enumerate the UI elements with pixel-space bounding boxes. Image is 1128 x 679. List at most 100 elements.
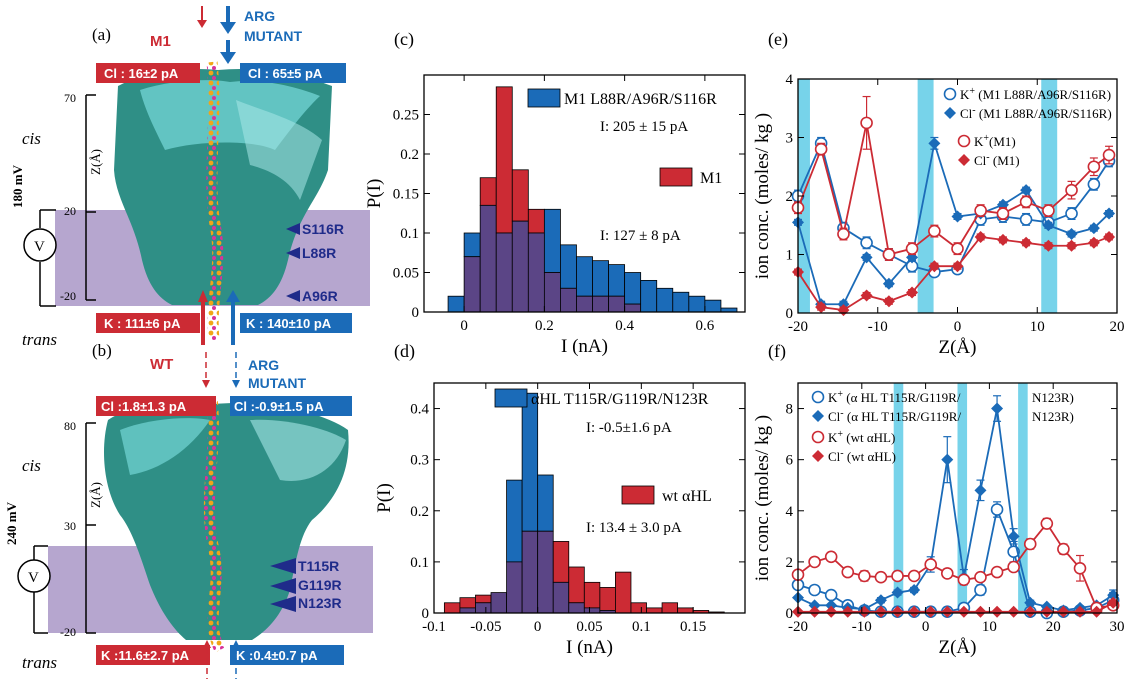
data-point [1102, 148, 1116, 162]
panel-letter: (e) [768, 29, 788, 50]
bar [479, 204, 497, 313]
x-tick-label: -0.1 [422, 619, 446, 635]
annotation: I: 205 ± 15 pA [600, 119, 688, 135]
chart-c: 0 0.2 0.4 0.6 0 0.05 0.1 0.15 0.2 0.25 I (nA) P(I) (… [364, 29, 746, 357]
x-axis-label: I (nA) [561, 336, 608, 357]
y-tick-label: 0 [786, 306, 794, 322]
chart-d: -0.1 -0.05 0 0.05 0.1 0.15 0 0.1 0.2 0.3 0.4 I (nA)… [374, 341, 746, 658]
data-point [1065, 183, 1078, 197]
data-point [1007, 560, 1020, 574]
x-tick-label: 20 [1046, 619, 1061, 635]
z-scale-bar [85, 422, 96, 634]
data-point [941, 605, 954, 618]
bar [521, 392, 539, 532]
data-point [860, 236, 873, 250]
bar [447, 295, 465, 313]
arrow-left-icon [286, 290, 300, 302]
data-point [1042, 239, 1055, 252]
cl-current-right-box [230, 396, 352, 416]
x-tick-label: 30 [1110, 619, 1125, 635]
x-tick-label: 0.2 [535, 318, 554, 334]
bar [592, 295, 609, 313]
x-tick-label: 0 [460, 318, 468, 334]
legend-swatch [621, 485, 655, 505]
bar [672, 291, 690, 313]
data-point [1087, 222, 1100, 235]
data-point [882, 295, 895, 308]
legend-system: (α HL T115R/G119R/ [843, 390, 961, 405]
data-point [1040, 605, 1053, 618]
cis-label: cis [22, 129, 41, 148]
panel-a-structure: (a) M1 ARG MUTANT 70 20 -2 [10, 6, 370, 349]
y-tick-label: 2 [786, 189, 794, 205]
legend-ion: Cl [828, 409, 841, 424]
data-point [990, 503, 1004, 516]
data-point [1024, 596, 1037, 609]
panel-a-title-left: M1 [150, 33, 171, 50]
y-tick-label: 0.25 [393, 108, 419, 124]
y-tick-label: 6 [786, 453, 794, 469]
bar [704, 299, 722, 313]
legend-system: (α HL T115R/G119R/ [844, 409, 962, 424]
legend-ion: Cl [974, 153, 987, 168]
legend-system: (M1 L88R/A96R/S116R) [976, 106, 1112, 121]
z-tick: -20 [60, 289, 76, 303]
data-point [1090, 605, 1103, 618]
bar [592, 260, 609, 297]
data-point [1087, 178, 1101, 191]
cl-current-left-box [96, 396, 216, 416]
y-tick-label: 0.2 [400, 147, 419, 163]
arrow-left-icon [270, 578, 296, 594]
data-point [860, 289, 873, 302]
x-tick-label: 20 [1110, 319, 1125, 335]
data-point [1107, 589, 1120, 602]
data-point [958, 154, 970, 166]
y-tick-label: 8 [786, 402, 794, 418]
legend-charge: - [840, 408, 843, 419]
legend-charge: - [840, 448, 843, 459]
legend-label: K+ (α HL T115R/G119R/ [828, 389, 961, 405]
panel-letter: (d) [394, 341, 415, 362]
data-point [974, 605, 987, 618]
data-point [1087, 236, 1100, 249]
data-point [990, 565, 1004, 579]
x-tick-label: 0 [922, 619, 930, 635]
data-point [874, 594, 887, 607]
legend-label: M1 [700, 170, 722, 187]
data-point [1024, 605, 1037, 618]
legend-swatch [659, 167, 693, 187]
residue-label: G119R [298, 577, 342, 593]
up-arrow-icon [198, 290, 208, 345]
data-point [957, 573, 971, 587]
cl-current-right: Cl : 65±5 pA [248, 66, 323, 81]
z-scale-bar [85, 94, 96, 301]
z-axis-label: Z(Å) [88, 482, 103, 508]
series-line [797, 506, 1114, 614]
legend-label: Cl- (M1 L88R/A96R/S116R) [960, 105, 1112, 121]
data-point [944, 107, 956, 119]
down-arrow-icon [197, 6, 207, 28]
data-point [825, 605, 838, 618]
data-point [1020, 184, 1033, 197]
bar [443, 602, 461, 614]
x-tick-label: 10 [1030, 319, 1045, 335]
k-current-left-box [96, 645, 210, 665]
panel-b-title-right-2: MUTANT [248, 375, 307, 391]
data-point [825, 599, 838, 612]
bar [560, 244, 577, 289]
y-tick-label: 3 [786, 131, 794, 147]
data-point [974, 583, 987, 597]
data-point [882, 248, 896, 261]
legend-ion: Cl [960, 106, 973, 121]
trans-label: trans [22, 653, 57, 672]
legend-system: (M1) [990, 153, 1020, 168]
data-point [1057, 605, 1070, 618]
legend-label: Cl- (M1) [974, 152, 1020, 168]
voltage-value: 240 mV [4, 501, 19, 545]
voltage-value: 180 mV [10, 164, 25, 208]
voltage-circuit [17, 545, 51, 634]
data-point [891, 569, 904, 583]
data-point [928, 260, 941, 273]
cl-current-left: Cl : 16±2 pA [104, 66, 179, 81]
bar [583, 581, 601, 609]
